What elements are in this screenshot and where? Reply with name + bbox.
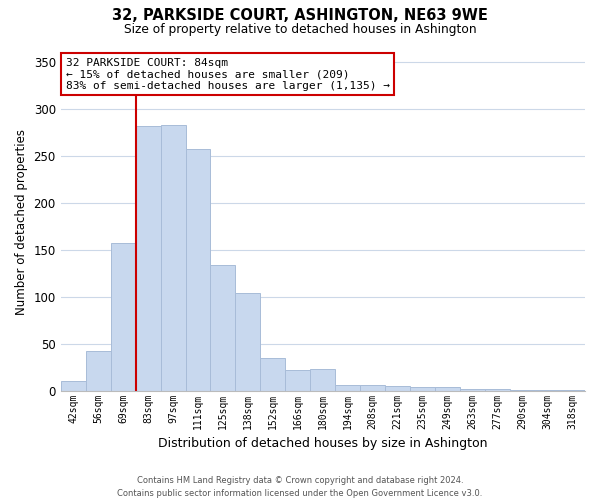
Bar — [185, 149, 211, 390]
Bar — [235, 293, 260, 390]
Bar — [360, 385, 385, 390]
Bar — [61, 381, 86, 390]
Bar — [410, 387, 435, 390]
Y-axis label: Number of detached properties: Number of detached properties — [15, 128, 28, 314]
Bar — [385, 386, 410, 390]
Bar — [286, 370, 310, 390]
Text: Size of property relative to detached houses in Ashington: Size of property relative to detached ho… — [124, 22, 476, 36]
X-axis label: Distribution of detached houses by size in Ashington: Distribution of detached houses by size … — [158, 437, 488, 450]
Bar — [460, 389, 485, 390]
Text: Contains HM Land Registry data © Crown copyright and database right 2024.
Contai: Contains HM Land Registry data © Crown c… — [118, 476, 482, 498]
Bar — [211, 265, 235, 390]
Bar — [335, 385, 360, 390]
Text: 32, PARKSIDE COURT, ASHINGTON, NE63 9WE: 32, PARKSIDE COURT, ASHINGTON, NE63 9WE — [112, 8, 488, 22]
Text: 32 PARKSIDE COURT: 84sqm
← 15% of detached houses are smaller (209)
83% of semi-: 32 PARKSIDE COURT: 84sqm ← 15% of detach… — [66, 58, 390, 91]
Bar — [260, 358, 286, 390]
Bar — [136, 126, 161, 390]
Bar — [161, 125, 185, 390]
Bar — [310, 369, 335, 390]
Bar — [435, 387, 460, 390]
Bar — [110, 243, 136, 390]
Bar — [485, 389, 510, 390]
Bar — [86, 351, 110, 391]
